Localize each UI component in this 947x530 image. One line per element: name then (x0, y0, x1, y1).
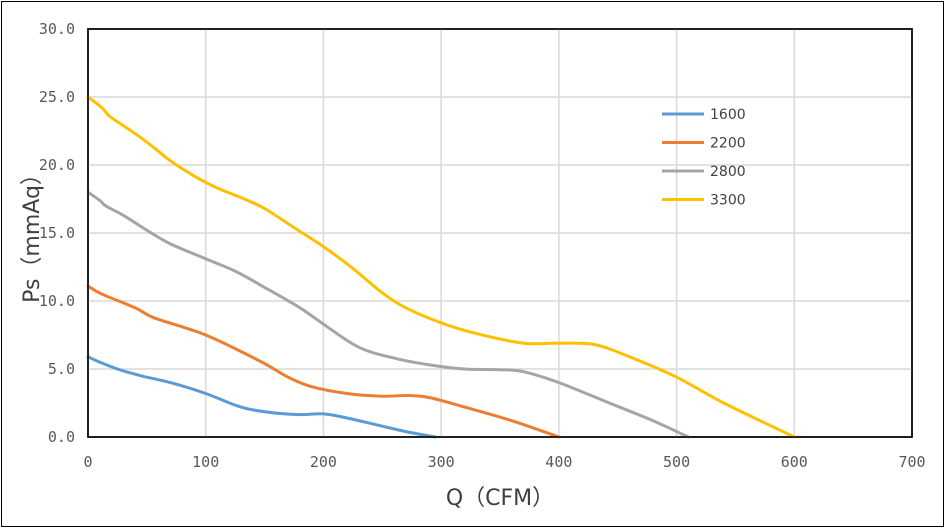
legend: 1600 2200 2800 3300 (662, 107, 746, 209)
x-tick-label: 300 (428, 453, 455, 471)
legend-label: 2800 (710, 164, 746, 180)
series-line-3300 (86, 95, 796, 439)
series-line-2200 (86, 284, 561, 439)
series-line-2800 (86, 190, 690, 439)
y-axis-title: Ps（mmAq） (20, 163, 45, 303)
y-tick-label: 5.0 (48, 360, 75, 378)
x-tick-label: 400 (545, 453, 572, 471)
x-tick-label: 500 (663, 453, 690, 471)
legend-label: 1600 (710, 107, 746, 123)
series-lines (86, 95, 796, 439)
legend-label: 3300 (710, 193, 746, 209)
legend-label: 2200 (710, 136, 746, 152)
x-axis-title: Q（CFM） (446, 486, 554, 511)
y-tick-label: 30.0 (39, 20, 75, 38)
y-tick-label: 10.0 (39, 292, 75, 310)
series-line-1600 (86, 355, 437, 439)
x-tick-label: 600 (781, 453, 808, 471)
y-tick-label: 0.0 (48, 428, 75, 446)
x-tick-labels: 0 100 200 300 400 500 600 700 (83, 453, 925, 471)
horizontal-gridlines (88, 96, 912, 370)
x-tick-label: 0 (83, 453, 92, 471)
y-tick-label: 15.0 (39, 224, 75, 242)
y-tick-labels: 0.0 5.0 10.0 15.0 20.0 25.0 30.0 (39, 20, 75, 446)
plot-border (87, 28, 913, 438)
x-tick-label: 700 (898, 453, 925, 471)
x-tick-label: 200 (310, 453, 337, 471)
y-tick-label: 20.0 (39, 156, 75, 174)
x-tick-label: 100 (192, 453, 219, 471)
y-tick-label: 25.0 (39, 88, 75, 106)
